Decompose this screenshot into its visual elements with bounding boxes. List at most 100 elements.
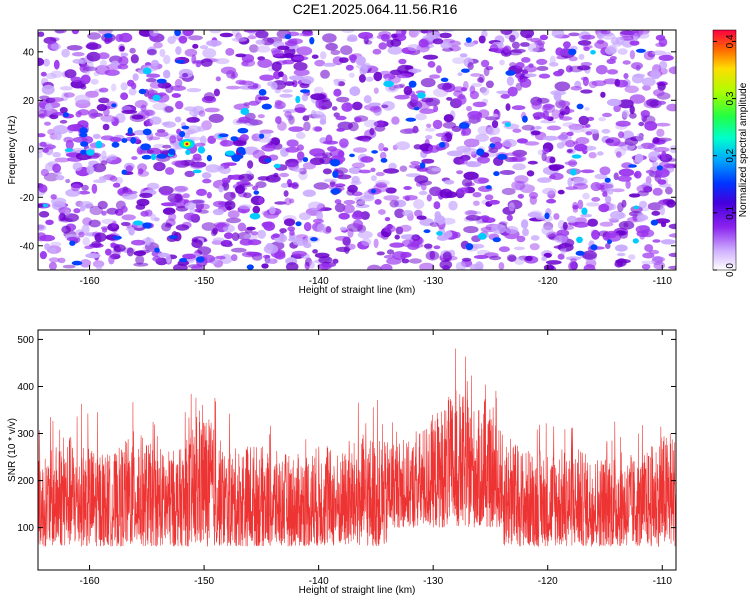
heatmap-cell (568, 32, 580, 37)
heatmap-cell (561, 47, 570, 55)
heatmap-cell (438, 141, 446, 148)
heatmap-cell (652, 187, 663, 196)
heatmap-cell (570, 86, 583, 91)
heatmap-cell (97, 200, 108, 210)
heatmap-cell (80, 149, 88, 155)
heatmap-cell (387, 46, 403, 55)
heatmap-cell (441, 217, 456, 225)
heatmap-cell (236, 181, 251, 186)
heatmap-cell (129, 47, 136, 54)
heatmap-cell (405, 195, 410, 202)
heatmap-cell (274, 88, 281, 94)
heatmap-cell (349, 153, 355, 158)
heatmap-cell (525, 255, 533, 262)
heatmap-cell (38, 31, 45, 37)
heatmap-cell (535, 216, 545, 220)
heatmap-cell (503, 45, 512, 53)
heatmap-cell (163, 54, 171, 65)
heatmap-cell (370, 189, 376, 194)
heatmap-cell (380, 263, 393, 270)
heatmap-cell (79, 201, 93, 209)
heatmap-cell (95, 140, 103, 149)
heatmap-cell (608, 217, 619, 222)
heatmap-cell (461, 68, 470, 73)
heatmap-cell (614, 78, 621, 87)
y-tick-label: 100 (17, 523, 34, 534)
heatmap-cell (311, 54, 319, 59)
heatmap-cell (231, 37, 248, 42)
heatmap-cell (614, 244, 628, 252)
heatmap-cell (641, 114, 647, 122)
heatmap-cell (161, 121, 171, 126)
heatmap-cell (133, 262, 149, 267)
heatmap-cell (629, 94, 646, 104)
heatmap-cell (255, 181, 267, 189)
heatmap-cell (601, 128, 611, 134)
heatmap-cell (461, 178, 473, 187)
heatmap-cell (652, 161, 659, 168)
x-tick-label: -130 (423, 576, 443, 587)
heatmap-cell (464, 210, 477, 216)
heatmap-cell (630, 205, 643, 213)
heatmap-cell (625, 180, 631, 189)
heatmap-cell (656, 128, 665, 137)
heatmap-cell (542, 105, 552, 111)
heatmap-cell (583, 264, 596, 270)
heatmap-cell (208, 113, 224, 123)
heatmap-cell (191, 264, 204, 270)
heatmap-cell (404, 127, 420, 134)
heatmap-cell (523, 65, 537, 73)
heatmap-cell (530, 37, 542, 43)
heatmap-cell (127, 127, 133, 135)
heatmap-cell (570, 258, 577, 263)
heatmap-cell (346, 243, 356, 250)
heatmap-cell (480, 215, 490, 221)
heatmap-cell (58, 217, 73, 223)
heatmap-cell (633, 172, 639, 178)
heatmap-cell (578, 115, 589, 126)
heatmap-cell (333, 88, 342, 97)
heatmap-cell (531, 100, 542, 110)
heatmap-cell (38, 211, 50, 218)
heatmap-cell (327, 146, 337, 152)
heatmap-cell (330, 188, 341, 195)
heatmap-cell (335, 115, 347, 121)
chart-title: C2E1.2025.064.11.56.R16 (293, 1, 458, 17)
heatmap-cell (458, 94, 466, 100)
heatmap-cell (501, 187, 516, 196)
heatmap-cell (399, 83, 406, 88)
heatmap-cell (650, 219, 659, 226)
heatmap-cell (182, 193, 190, 199)
heatmap-cell (424, 127, 436, 132)
heatmap-cell (622, 60, 631, 65)
heatmap-cell (388, 162, 397, 170)
heatmap-cell (52, 163, 61, 173)
heatmap-cell (84, 245, 94, 250)
heatmap-cell (284, 34, 292, 40)
heatmap-cell (86, 51, 101, 62)
heatmap-cell (230, 73, 236, 80)
heatmap-cell (543, 252, 552, 258)
heatmap-cell (80, 84, 87, 90)
heatmap-cell (446, 150, 463, 157)
heatmap-cell (609, 203, 617, 210)
heatmap-cell (82, 236, 90, 246)
heatmap-cell (322, 152, 333, 158)
heatmap-cell (111, 220, 117, 229)
heatmap-cell (316, 211, 323, 221)
heatmap-cell (653, 261, 665, 270)
x-tick-label: -140 (309, 276, 329, 287)
heatmap-cell (259, 133, 265, 139)
heatmap-cell (661, 150, 667, 161)
heatmap-cell (55, 30, 67, 34)
heatmap-cell (300, 32, 314, 37)
heatmap-cell (550, 172, 564, 180)
heatmap-cell (440, 77, 449, 83)
heatmap-cell (629, 112, 637, 119)
heatmap-cell (470, 73, 482, 77)
heatmap-cell (618, 131, 625, 139)
heatmap-cell (79, 57, 87, 65)
heatmap-cell (145, 78, 157, 83)
heatmap-cell (152, 102, 169, 111)
